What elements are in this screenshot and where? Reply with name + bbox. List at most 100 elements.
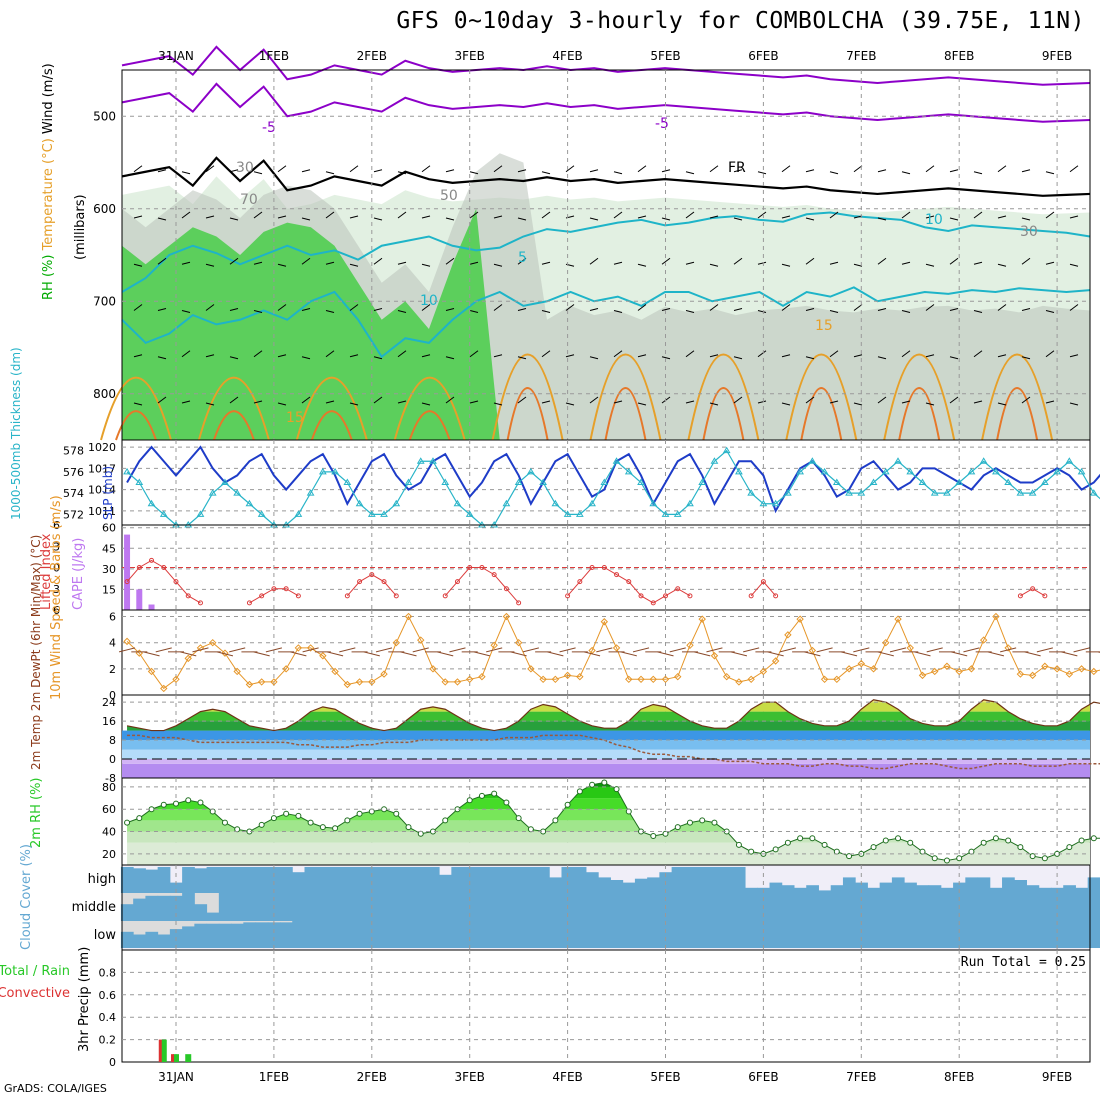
cloud-cover-bar — [243, 893, 257, 921]
wind-barb — [613, 261, 623, 265]
wind-barb — [781, 304, 791, 311]
cloud-cover-bar — [781, 885, 795, 893]
precip-ylabel: 3hr Precip (mm) — [77, 947, 92, 1052]
wind-barb — [325, 350, 335, 358]
rh-marker — [895, 835, 902, 842]
wind-barb-10m — [486, 647, 503, 653]
thickness-marker — [930, 489, 939, 496]
temp-tick-label: 16 — [102, 715, 116, 728]
thickness-marker — [551, 499, 560, 507]
cloud-cover-bar — [316, 893, 330, 921]
cloud-cover-bar — [524, 893, 538, 921]
wind-speed-marker — [943, 662, 951, 670]
wind-barb — [733, 356, 743, 360]
wind-speed-marker — [404, 612, 413, 621]
cloud-cover-bar — [879, 882, 893, 893]
y-tick-label: 700 — [93, 294, 116, 308]
cloud-cover-bar — [280, 867, 293, 893]
wind-barb-10m — [302, 647, 319, 653]
wind-barb — [397, 350, 407, 358]
wind-barb — [1069, 165, 1079, 173]
precip-legend-total: Total / Rain — [0, 964, 70, 979]
wind-barb-10m — [339, 647, 356, 653]
rh-marker — [992, 835, 999, 842]
cloud-cover-bar — [855, 921, 868, 948]
cloud-cover-bar — [965, 921, 979, 948]
wind-speed-marker — [147, 667, 156, 676]
chart-title: GFS 0~10day 3-hourly for COMBOLCHA (39.7… — [396, 8, 1085, 34]
cloud-cover-bar — [732, 921, 746, 948]
cloud-cover-bar — [622, 882, 636, 893]
wind-barb — [709, 402, 719, 406]
temp-contour-5 — [121, 211, 1091, 293]
wind-barb — [973, 211, 983, 219]
wind-barb — [373, 308, 383, 311]
thickness-marker — [783, 489, 792, 496]
cloud-cover-bar — [940, 921, 954, 948]
thickness-marker — [147, 499, 156, 507]
wind-barb — [925, 263, 935, 267]
thickness-tick-label: 576 — [63, 466, 84, 479]
wind-barb — [757, 211, 767, 219]
wind-barb — [685, 261, 695, 265]
wind-barb-10m — [216, 651, 234, 657]
wind-barb — [949, 396, 959, 404]
wind-speed-marker — [894, 615, 902, 623]
li-marker — [173, 579, 179, 585]
temp-contour-20 — [702, 387, 745, 441]
wind-speed-marker — [343, 680, 352, 689]
wind-barb — [805, 396, 815, 404]
cloud-cover-bar — [120, 904, 134, 921]
wind-barb — [469, 211, 479, 219]
rh-line — [126, 781, 1100, 862]
thickness-marker — [355, 499, 364, 507]
rh-marker — [809, 835, 816, 842]
thickness-ylabel: 1000-500mb Thickness (dm) — [9, 347, 23, 520]
wind-barb — [781, 215, 791, 219]
wind-speed-marker — [979, 636, 988, 644]
wind-barb — [709, 215, 719, 219]
wind-barb — [1069, 304, 1079, 311]
cloud-cover-bar — [1026, 893, 1040, 921]
rh-marker — [393, 810, 400, 817]
thickness-marker — [588, 499, 596, 507]
wind-speed-marker — [796, 615, 804, 623]
cloud-cover-bar — [585, 872, 599, 893]
wind-barb — [877, 169, 887, 173]
rh-marker — [882, 837, 889, 844]
rh-tick-label: 40 — [102, 826, 116, 839]
temp-contour-20 — [604, 387, 647, 441]
thickness-marker — [735, 467, 743, 475]
cloud-cover-bar — [524, 921, 538, 948]
rh-marker — [283, 810, 290, 817]
cloud-cover-bar — [806, 893, 819, 921]
cloud-cover-bar — [732, 893, 746, 921]
thickness-marker — [881, 467, 890, 475]
cloud-cover-bar — [341, 921, 354, 948]
wind-speed-marker — [722, 672, 731, 681]
cloud-cover-bar — [793, 887, 807, 893]
rh-marker — [124, 819, 131, 826]
cloud-cover-bar — [634, 878, 648, 893]
cloud-cover-bar — [537, 867, 550, 893]
rh-marker — [491, 790, 498, 797]
li-marker — [454, 579, 460, 585]
rh-marker — [956, 855, 963, 862]
cloud-cover-bar — [891, 877, 905, 893]
cloud-cover-bar — [1002, 893, 1015, 921]
wind-barb — [469, 261, 479, 265]
thickness-marker — [955, 478, 964, 485]
wind-barb — [853, 215, 863, 219]
wind-speed-marker — [906, 644, 914, 652]
rh-marker — [270, 815, 277, 822]
wind-barb — [349, 215, 359, 219]
cloud-cover-bar — [598, 877, 611, 893]
wind-speed-marker — [465, 675, 474, 684]
thickness-marker — [637, 478, 645, 485]
rh-marker — [442, 817, 449, 824]
rh-marker — [160, 801, 167, 808]
cloud-cover-bar — [377, 867, 391, 893]
thickness-marker — [331, 467, 339, 475]
wind-barb — [925, 165, 935, 173]
cloud-ylabel: Cloud Cover (%) — [19, 844, 34, 950]
